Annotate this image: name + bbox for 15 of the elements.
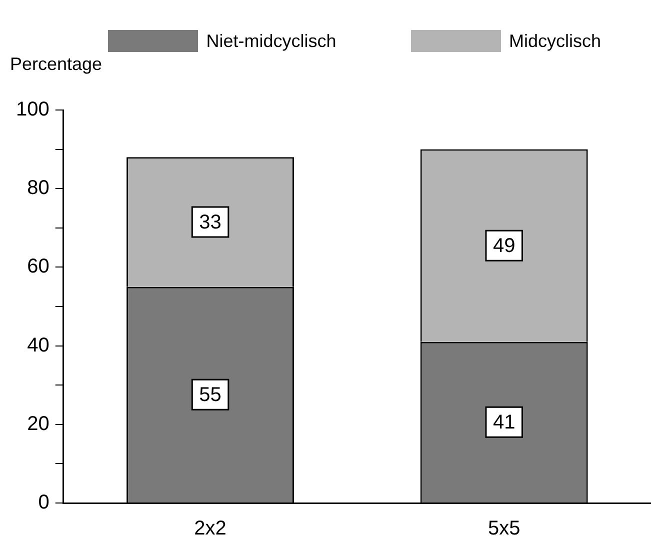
y-tick-label: 100 [16,98,50,121]
data-label: 33 [199,212,222,234]
legend-label: Niet-midcyclisch [206,30,336,52]
y-tick-label: 40 [27,334,50,356]
data-label: 41 [492,412,516,434]
y-axis-title: Percentage [10,54,102,74]
x-tick-label: 5x5 [488,518,520,540]
data-label: 55 [199,384,222,406]
y-tick-label: 0 [38,492,50,514]
x-tick-label: 2x2 [194,518,226,540]
y-tick-label: 80 [27,177,50,200]
y-tick-label: 20 [27,412,50,435]
legend-label: Midcyclisch [508,30,601,52]
data-label: 49 [492,235,516,258]
y-tick-label: 60 [27,256,50,278]
